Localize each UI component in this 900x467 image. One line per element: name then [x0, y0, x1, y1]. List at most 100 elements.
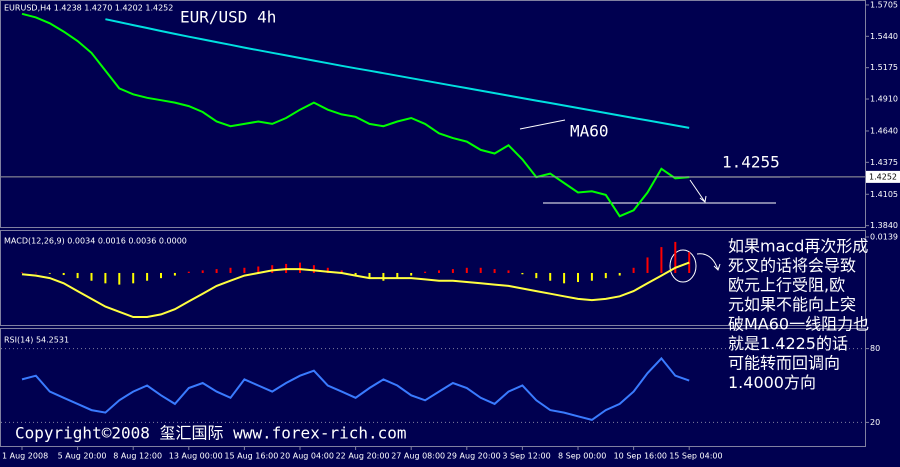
bar	[354, 272, 357, 276]
bar	[299, 262, 301, 273]
bar	[312, 265, 315, 273]
y-tick-label: 80	[870, 344, 880, 353]
x-tick-label: 10 Sep 16:00	[614, 452, 667, 461]
bar	[465, 267, 468, 273]
bar	[674, 241, 677, 273]
bar	[271, 265, 274, 273]
x-tick-label: 15 Aug 16:00	[224, 452, 278, 461]
macd-title: MACD(12,26,9) 0.0034 0.0016 0.0036 0.000…	[4, 237, 187, 246]
bar	[368, 272, 371, 279]
last-price-box	[866, 170, 900, 183]
annotation: MA60	[570, 122, 609, 141]
y-tick-label: 1.3840	[870, 221, 898, 230]
bar	[118, 272, 121, 285]
bar	[521, 272, 524, 275]
bar	[187, 271, 190, 273]
note-line: 可能转而回调向	[728, 354, 840, 373]
bar	[590, 272, 593, 281]
annotation: EUR/USD 4h	[180, 8, 276, 27]
bar	[62, 272, 65, 276]
x-tick-label: 13 Aug 00:00	[169, 452, 223, 461]
annotation: 1.4255	[722, 153, 780, 172]
note: 如果macd再次形成死叉的话将会导致欧元上行受阻,欧元如果不能向上突破MA60一…	[728, 237, 869, 393]
bar	[646, 257, 649, 273]
bar	[424, 271, 427, 273]
bar	[479, 267, 482, 273]
bar	[535, 272, 538, 279]
bar	[563, 272, 566, 284]
bar	[132, 272, 135, 284]
rsi-panel	[0, 328, 866, 447]
x-tick-label: 27 Aug 08:00	[391, 452, 445, 461]
x-tick-label: 8 Sep 00:00	[558, 452, 606, 461]
bar	[146, 272, 149, 281]
bar	[104, 272, 107, 284]
bar	[451, 269, 454, 273]
bar	[618, 272, 621, 276]
bar	[229, 267, 232, 273]
bar	[507, 270, 510, 273]
price-title: EURUSD,H4 1.4238 1.4270 1.4202 1.4252	[4, 4, 173, 13]
y-tick-label: 1.4105	[870, 190, 898, 199]
bar	[340, 270, 343, 273]
y-tick-label: 1.4640	[870, 126, 898, 135]
bar	[48, 272, 51, 274]
bar	[396, 272, 399, 279]
bar	[243, 267, 246, 273]
bar	[577, 272, 579, 283]
x-tick-label: 5 Aug 20:00	[58, 452, 107, 461]
bar	[493, 269, 496, 273]
note-line: 死叉的话将会导致	[728, 256, 856, 275]
x-tick-label: 3 Sep 12:00	[502, 452, 550, 461]
note-line: 欧元上行受阻,欧	[728, 276, 845, 295]
bar	[76, 272, 79, 279]
note-line: 破MA60一线阻力也	[728, 315, 869, 334]
bar	[173, 272, 176, 276]
y-tick-label: 1.4910	[870, 95, 898, 104]
y-tick-label: 1.5440	[870, 32, 898, 41]
x-tick-label: 15 Sep 04:00	[669, 452, 722, 461]
bar	[660, 247, 663, 273]
bar	[382, 272, 385, 281]
bar	[326, 267, 329, 273]
copyright: Copyright©2008 玺汇国际 www.forex-rich.com	[15, 424, 407, 443]
x-tick-label: 20 Aug 04:00	[280, 452, 334, 461]
bar	[160, 272, 162, 279]
bar	[257, 266, 260, 273]
y-tick-label: 1.5175	[870, 63, 898, 72]
bar	[34, 272, 37, 274]
bar	[438, 270, 440, 273]
y-tick-label: 0.0139	[870, 232, 898, 241]
x-tick-label: 29 Aug 20:00	[447, 452, 501, 461]
price-panel	[0, 0, 866, 228]
highlight-circle	[669, 249, 697, 283]
y-tick-label: 1.5705	[870, 0, 898, 9]
arrow	[696, 253, 721, 271]
bar	[549, 272, 552, 281]
bar	[21, 272, 23, 273]
last-price-label: 1.4252	[869, 172, 897, 181]
bar	[90, 272, 93, 281]
bar	[201, 270, 204, 273]
note-line: 元如果不能向上突	[728, 295, 856, 314]
macd-panel	[0, 230, 866, 326]
note-line: 1.4000方向	[728, 373, 816, 392]
x-tick-label: 8 Aug 12:00	[113, 452, 162, 461]
bar	[632, 267, 635, 273]
x-tick-label: 22 Aug 20:00	[336, 452, 390, 461]
note-line: 就是1.4225的话	[728, 334, 848, 353]
series-line	[21, 12, 690, 218]
bar	[410, 272, 413, 276]
y-tick-label: 20	[870, 418, 880, 427]
rsi-title: RSI(14) 54.2531	[4, 336, 69, 345]
series-line	[21, 356, 690, 421]
arrow	[689, 179, 707, 203]
x-tick-label: 1 Aug 2008	[2, 452, 48, 461]
pointer-line	[519, 119, 566, 130]
bar	[215, 269, 218, 273]
series-line	[105, 18, 690, 129]
